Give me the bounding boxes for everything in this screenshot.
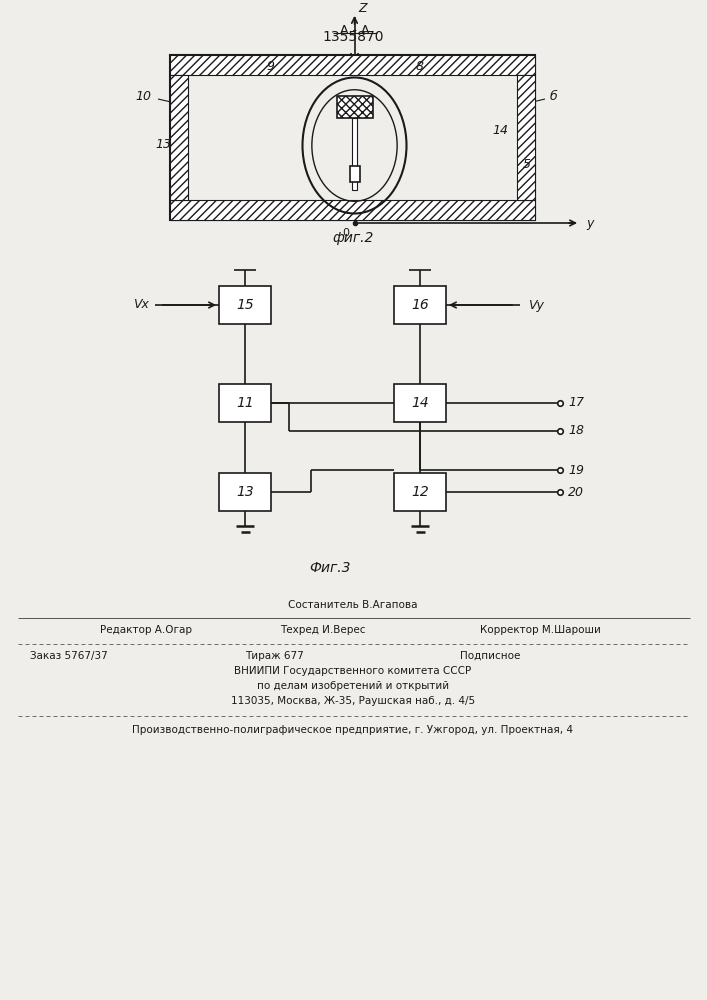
Text: Z: Z xyxy=(358,1,367,14)
Bar xyxy=(170,55,535,75)
Text: 5: 5 xyxy=(523,157,531,170)
Text: 8: 8 xyxy=(416,60,424,74)
Text: Фиг.3: Фиг.3 xyxy=(309,561,351,575)
Text: А - А: А - А xyxy=(340,23,369,36)
Bar xyxy=(219,473,271,511)
Text: 12: 12 xyxy=(411,485,429,499)
Text: 1355870: 1355870 xyxy=(322,30,384,44)
Bar xyxy=(170,55,535,220)
Text: 20: 20 xyxy=(568,486,584,498)
Text: 14: 14 xyxy=(492,123,508,136)
Bar xyxy=(394,473,446,511)
Text: Производственно-полиграфическое предприятие, г. Ужгород, ул. Проектная, 4: Производственно-полиграфическое предприя… xyxy=(132,725,573,735)
Bar xyxy=(352,117,357,190)
Text: у: у xyxy=(586,217,594,230)
Bar xyxy=(349,166,359,182)
Bar xyxy=(337,96,373,117)
Text: 17: 17 xyxy=(568,396,584,410)
Text: 11: 11 xyxy=(236,396,254,410)
Text: Корректор М.Шароши: Корректор М.Шароши xyxy=(480,625,601,635)
Bar xyxy=(219,286,271,324)
Text: Подписное: Подписное xyxy=(460,651,520,661)
Bar xyxy=(517,75,535,200)
Text: 13: 13 xyxy=(236,485,254,499)
Text: 19: 19 xyxy=(568,464,584,477)
Text: фиг.2: фиг.2 xyxy=(332,231,374,245)
Text: 14: 14 xyxy=(411,396,429,410)
Text: Тираж 677: Тираж 677 xyxy=(245,651,304,661)
Text: 113035, Москва, Ж-35, Раушская наб., д. 4/5: 113035, Москва, Ж-35, Раушская наб., д. … xyxy=(231,696,475,706)
Text: 10: 10 xyxy=(135,91,151,104)
Text: 13: 13 xyxy=(155,137,171,150)
Bar xyxy=(170,75,188,200)
Text: Состанитель В.Агапова: Состанитель В.Агапова xyxy=(288,600,418,610)
Text: Редактор А.Огар: Редактор А.Огар xyxy=(100,625,192,635)
Text: 15: 15 xyxy=(236,298,254,312)
Text: 9: 9 xyxy=(266,60,274,74)
Bar xyxy=(394,384,446,422)
Bar xyxy=(394,286,446,324)
Text: ВНИИПИ Государственного комитета СССР: ВНИИПИ Государственного комитета СССР xyxy=(235,666,472,676)
Text: б: б xyxy=(549,91,557,104)
Bar xyxy=(170,200,535,220)
Text: 16: 16 xyxy=(411,298,429,312)
Text: по делам изобретений и открытий: по делам изобретений и открытий xyxy=(257,681,449,691)
Text: Vx: Vx xyxy=(133,298,149,312)
Text: 18: 18 xyxy=(568,424,584,438)
Text: Vy: Vy xyxy=(528,298,544,312)
Text: Заказ 5767/37: Заказ 5767/37 xyxy=(30,651,107,661)
Text: Техред И.Верес: Техред И.Верес xyxy=(280,625,366,635)
Bar xyxy=(219,384,271,422)
Text: 0: 0 xyxy=(342,228,349,238)
